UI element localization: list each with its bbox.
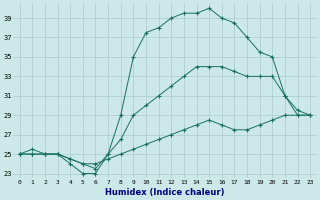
- X-axis label: Humidex (Indice chaleur): Humidex (Indice chaleur): [105, 188, 225, 197]
